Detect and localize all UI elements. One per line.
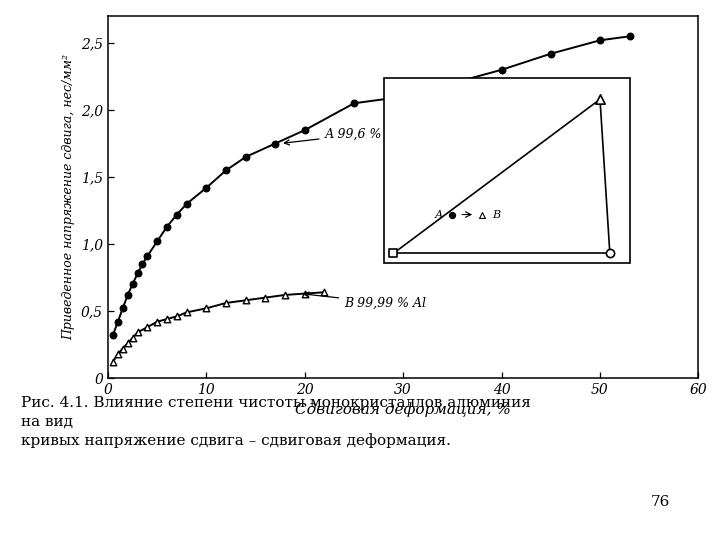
Text: Рис. 4.1. Влияние степени чистоты монокристаллов алюминия
на вид
кривых напряжен: Рис. 4.1. Влияние степени чистоты монокр… xyxy=(22,396,531,448)
Point xyxy=(127,334,138,342)
Point xyxy=(117,344,129,353)
Point xyxy=(107,357,119,366)
Point xyxy=(122,291,133,299)
Point xyxy=(299,289,310,298)
Point xyxy=(171,210,183,219)
X-axis label: Сдвиговая деформация, %: Сдвиговая деформация, % xyxy=(295,402,511,417)
Point xyxy=(220,299,232,307)
Point xyxy=(240,153,251,161)
Point xyxy=(132,328,143,337)
Point xyxy=(201,304,212,313)
Point xyxy=(137,260,148,268)
Point xyxy=(319,288,330,296)
Point xyxy=(171,312,183,321)
Point xyxy=(142,252,153,260)
Text: В: В xyxy=(492,210,500,220)
Point xyxy=(545,49,557,58)
Point xyxy=(397,92,409,101)
Point xyxy=(594,95,606,104)
Point xyxy=(279,291,291,299)
Point xyxy=(142,323,153,332)
Point xyxy=(604,249,616,258)
Text: А: А xyxy=(434,210,443,220)
Point xyxy=(112,349,124,358)
Text: В 99,99 % Al: В 99,99 % Al xyxy=(304,292,426,309)
Point xyxy=(269,139,281,148)
Text: 76: 76 xyxy=(650,495,670,509)
Point xyxy=(132,269,143,278)
Point xyxy=(496,65,508,74)
Point xyxy=(181,308,192,316)
Point xyxy=(122,339,133,347)
Point xyxy=(181,199,192,208)
Point xyxy=(151,237,163,246)
Point xyxy=(112,318,124,326)
Point xyxy=(161,315,173,323)
Point xyxy=(348,99,360,107)
Y-axis label: Приведенное напряжение сдвига, нес/мм²: Приведенное напряжение сдвига, нес/мм² xyxy=(63,54,76,340)
Point xyxy=(299,126,310,134)
Point xyxy=(151,318,163,326)
Point xyxy=(594,36,606,45)
Point xyxy=(260,293,271,302)
Point xyxy=(387,249,399,258)
Point xyxy=(117,304,129,313)
Point xyxy=(201,184,212,192)
Point xyxy=(240,296,251,305)
Point xyxy=(220,166,232,174)
Bar xyxy=(384,78,629,263)
Point xyxy=(107,331,119,340)
Point xyxy=(476,210,487,219)
Point xyxy=(127,280,138,288)
Point xyxy=(161,222,173,231)
Point xyxy=(446,210,458,219)
Point xyxy=(624,32,635,40)
Text: А 99,6 % Al: А 99,6 % Al xyxy=(284,127,399,145)
Point xyxy=(446,79,458,87)
